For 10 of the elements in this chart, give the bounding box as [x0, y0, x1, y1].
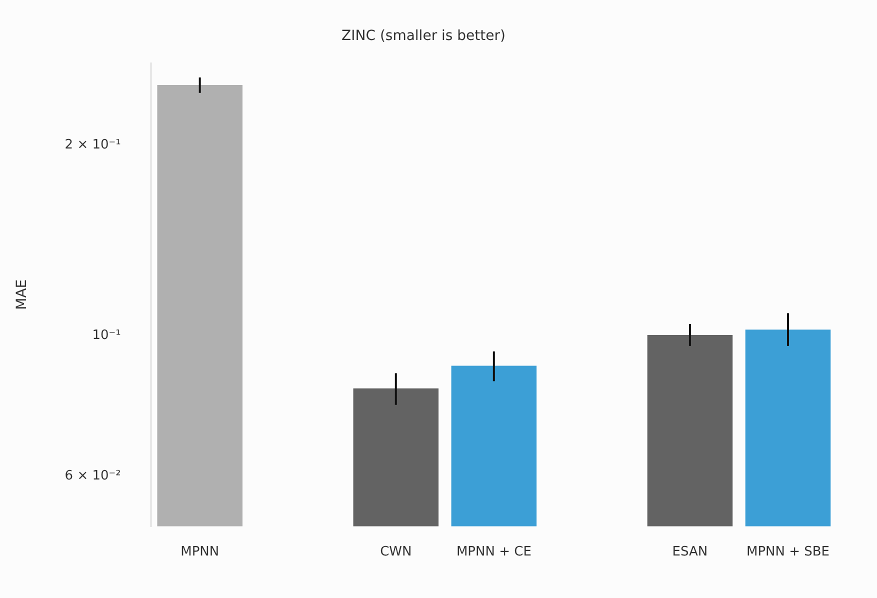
- y-tick-label: 6 × 10⁻²: [64, 468, 121, 484]
- x-tick-label: MPNN: [180, 544, 220, 560]
- x-tick-label: MPNN + SBE: [746, 544, 830, 560]
- y-axis-title: MAE: [14, 279, 30, 310]
- y-tick-label: 10⁻¹: [92, 328, 121, 344]
- x-tick-label: CWN: [380, 544, 412, 560]
- x-tick-label: ESAN: [672, 544, 708, 560]
- chart-title: ZINC (smaller is better): [342, 28, 506, 44]
- x-tick-label: MPNN + CE: [456, 544, 532, 560]
- y-tick-label: 2 × 10⁻¹: [64, 138, 121, 153]
